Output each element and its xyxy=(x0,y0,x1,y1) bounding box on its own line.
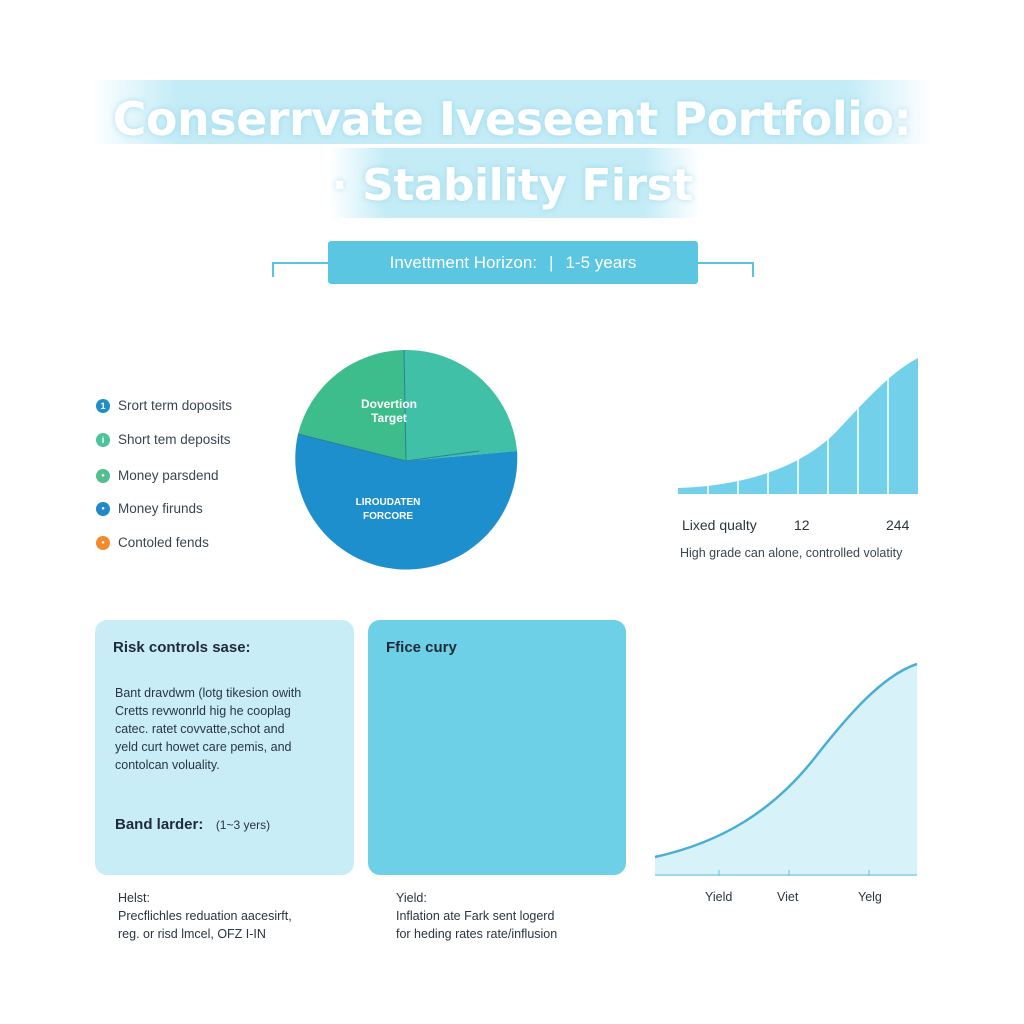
pie-label-liquidity-line1: LIROUDATEN xyxy=(356,497,421,508)
quality-area-chart xyxy=(676,352,920,498)
pie-label-target-line2: Target xyxy=(371,411,407,425)
ladder-value: (1~3 yers) xyxy=(215,818,271,832)
yield-area-fill xyxy=(655,664,917,876)
pie-divider xyxy=(405,450,480,462)
area-label-right: 244 xyxy=(886,517,910,533)
legend-label: Srort term doposits xyxy=(118,398,233,413)
pie-slice-target xyxy=(298,350,406,461)
risk-body-line: Cretts revwonrld hig he cooplag xyxy=(115,704,291,718)
legend-label: Money firunds xyxy=(118,501,203,516)
legend-label: Money parsdend xyxy=(118,468,219,483)
pie-label-liquidity-line2: FORCORE xyxy=(363,511,413,522)
note-left-heading: Helst: xyxy=(118,891,150,905)
legend-marker-icon: ● xyxy=(96,468,110,483)
area-label-mid: 12 xyxy=(794,517,810,533)
legend-item: i Short tem deposits xyxy=(96,432,231,447)
legend-item: ● Contoled fends xyxy=(96,535,209,550)
title-band xyxy=(92,80,932,144)
price-card-title: Ffice cury xyxy=(386,639,457,656)
yield-curve-chart xyxy=(654,662,918,876)
legend-marker-icon: ● xyxy=(96,535,110,550)
horizon-separator: | xyxy=(549,252,554,272)
note-left-line: reg. or risd lmcel, OFZ I-IN xyxy=(118,927,266,941)
risk-body-line: Bant dravdwm (lotg tikesion owith xyxy=(115,686,302,700)
legend-label: Short tem deposits xyxy=(118,432,231,447)
note-left: Helst: Precflichles reduation aacesirft,… xyxy=(118,889,292,943)
horizon-banner: Invettment Horizon: | 1-5 years xyxy=(328,241,698,284)
yield-tick-label: Yelg xyxy=(858,890,882,904)
risk-card-body: Bant dravdwm (lotg tikesion owith Cretts… xyxy=(115,684,340,774)
risk-card-title: Risk controls sase: xyxy=(113,639,251,656)
note-right: Yield: Inflation ate Fark sent logerd fo… xyxy=(396,889,557,943)
pie-slice-deposits xyxy=(404,350,517,461)
legend-marker-icon: 1 xyxy=(96,398,110,413)
legend-item: ● Money firunds xyxy=(96,501,203,516)
page-subtitle: · Stability First xyxy=(331,160,693,211)
title-band-secondary xyxy=(330,148,700,218)
horizon-label: Invettment Horizon: xyxy=(389,252,538,272)
risk-body-line: catec. ratet covvatte,schot and xyxy=(115,722,285,736)
pie-slice-liquidity xyxy=(295,434,518,570)
horizon-value: 1-5 years xyxy=(565,252,637,272)
page-title: Conserrvate Iveseent Portfolio: xyxy=(112,92,912,146)
yield-tick-label: Viet xyxy=(777,890,799,904)
area-label-left: Lixed qualty xyxy=(682,517,757,533)
risk-body-line: contolcan voluality. xyxy=(115,758,220,772)
legend-item: 1 Srort term doposits xyxy=(96,398,232,413)
price-curve-card: Ffice cury xyxy=(368,620,626,875)
legend-marker-icon: ● xyxy=(96,501,110,516)
legend-marker-icon: i xyxy=(96,432,110,447)
note-left-line: Precflichles reduation aacesirft, xyxy=(118,909,292,923)
legend-label: Contoled fends xyxy=(118,535,209,550)
yield-tick-label: Yield xyxy=(705,890,733,904)
note-right-heading: Yield: xyxy=(396,891,427,905)
risk-body-line: yeld curt howet care pemis, and xyxy=(115,740,292,754)
pie-label-target-line1: Dovertion xyxy=(361,397,417,411)
allocation-pie-chart: Dovertion Target LIROUDATEN FORCORE xyxy=(295,350,518,570)
area-gridlines xyxy=(707,352,889,494)
note-right-line: for heding rates rate/influsion xyxy=(396,927,558,941)
risk-controls-card: Risk controls sase: Bant dravdwm (lotg t… xyxy=(95,620,354,875)
note-right-line: Inflation ate Fark sent logerd xyxy=(396,909,555,923)
area-chart-caption: High grade can alone, controlled volatit… xyxy=(680,546,903,560)
ladder-label: Band larder: xyxy=(115,816,204,833)
legend-item: ● Money parsdend xyxy=(96,468,219,483)
bond-ladder: Band larder: (1~3 yers) xyxy=(115,816,270,834)
yield-curve-line xyxy=(654,662,918,859)
